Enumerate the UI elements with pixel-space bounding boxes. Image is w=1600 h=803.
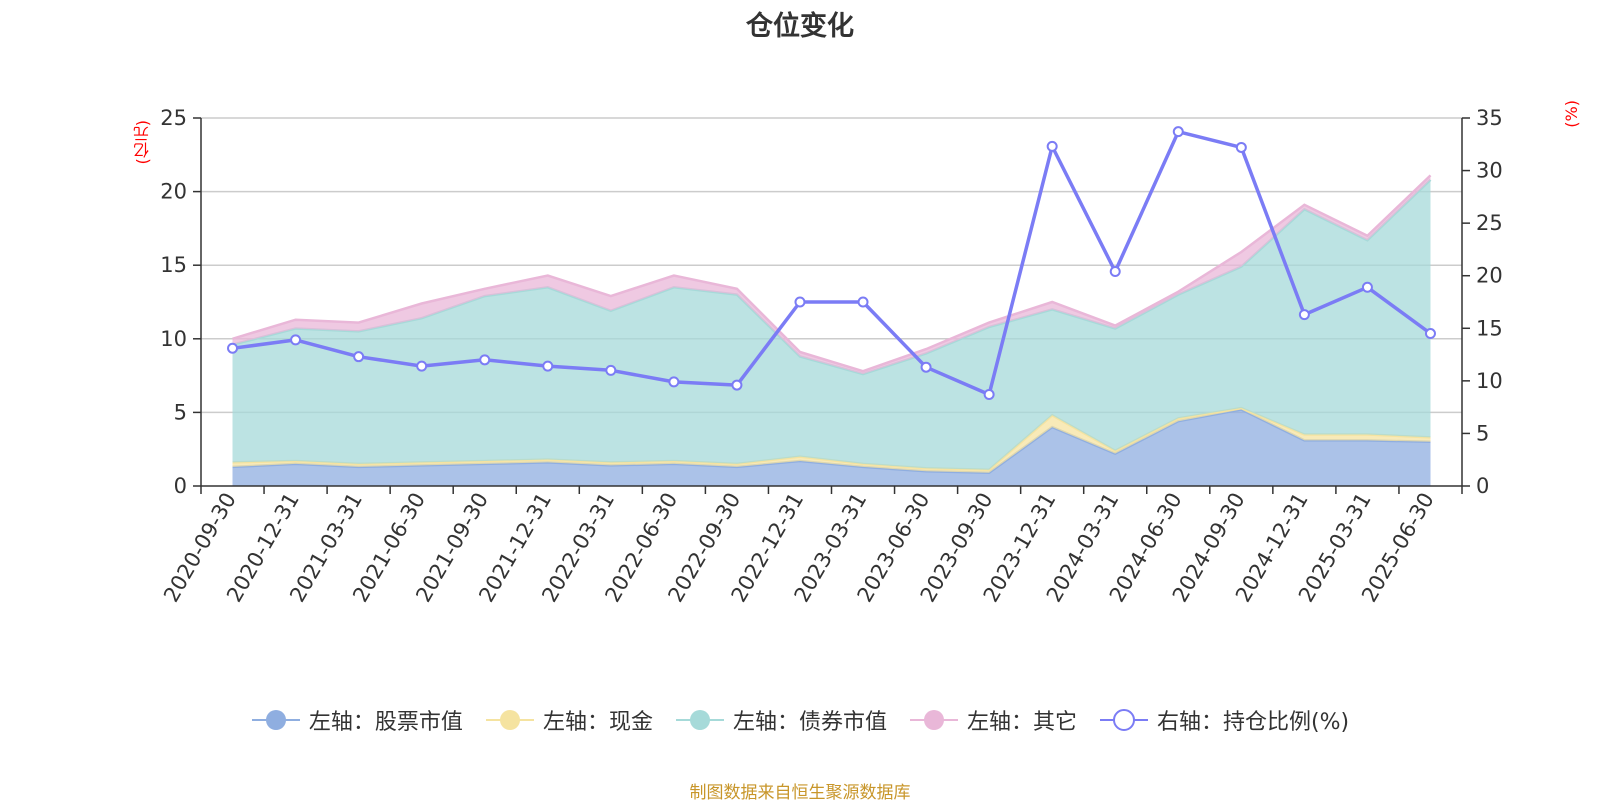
area-series-3 [232,179,1431,470]
ratio-point [353,351,365,363]
right-tick-label: 20 [1476,264,1503,288]
stacked-areas [232,174,1432,486]
source-note: 制图数据来自恒生聚源数据库 [689,783,911,803]
ratio-point [542,360,554,372]
legend-item-2[interactable]: 左轴：现金 [485,704,653,736]
right-tick-label: 35 [1476,106,1503,130]
ratio-point [1361,281,1373,293]
legend-marker-icon [675,710,724,730]
legend-label: 左轴：债券市值 [732,710,887,735]
ratio-point [983,389,995,401]
legend-label: 左轴：股票市值 [308,710,463,735]
ratio-point [731,379,743,391]
legend-item-4[interactable]: 左轴：其它 [909,704,1077,736]
ratio-point [416,360,428,372]
legend-item-5[interactable]: 右轴：持仓比例(%) [1099,704,1349,736]
right-tick-label: 15 [1476,316,1503,340]
ratio-point [1109,266,1121,278]
legend-marker-icon [485,710,534,730]
area-series-2 [232,408,1431,473]
left-tick-label: 25 [160,106,187,130]
ratio-line [232,129,1432,397]
ratio-point [1172,126,1184,138]
left-tick-label: 0 [174,474,187,498]
ratio-point [1424,328,1436,340]
ratio-point [794,296,806,308]
legend: 左轴：股票市值 左轴：现金 左轴：债券市值 左轴：其它 右轴：持仓比例(%) [0,704,1600,736]
chart-title: 仓位变化 [746,11,854,42]
ratio-point [1235,141,1247,153]
area-edge-series-4 [232,174,1432,373]
left-tick-label: 15 [160,253,187,277]
ratio-line-layer [227,126,1436,401]
legend-marker-icon [251,710,300,730]
ratio-point [1046,140,1058,152]
left-tick-label: 5 [174,400,187,424]
right-tick-label: 5 [1476,421,1489,445]
left-tick-label: 10 [160,327,187,351]
ratio-point [605,364,617,376]
position-chart: 0510152025051015202530352020-09-302020-1… [159,106,1503,606]
ratio-point [290,334,302,346]
right-tick-label: 10 [1476,369,1503,393]
ratio-point [1298,309,1310,321]
legend-label: 右轴：持仓比例(%) [1156,710,1350,735]
ratio-point [227,342,239,354]
legend-marker-icon [909,710,958,730]
ratio-point [479,354,491,366]
legend-marker-icon [1099,709,1148,731]
legend-item-3[interactable]: 左轴：债券市值 [675,704,887,736]
area-series-1 [232,409,1431,486]
ratio-point [857,296,869,308]
right-tick-label: 25 [1476,211,1503,235]
legend-item-1[interactable]: 左轴：股票市值 [251,704,463,736]
legend-label: 左轴：现金 [542,710,653,735]
left-tick-label: 20 [160,180,187,204]
legend-label: 左轴：其它 [966,710,1077,735]
ratio-point [920,361,932,373]
right-tick-label: 0 [1476,474,1489,498]
right-tick-label: 30 [1476,159,1503,183]
ratio-point [668,376,680,388]
